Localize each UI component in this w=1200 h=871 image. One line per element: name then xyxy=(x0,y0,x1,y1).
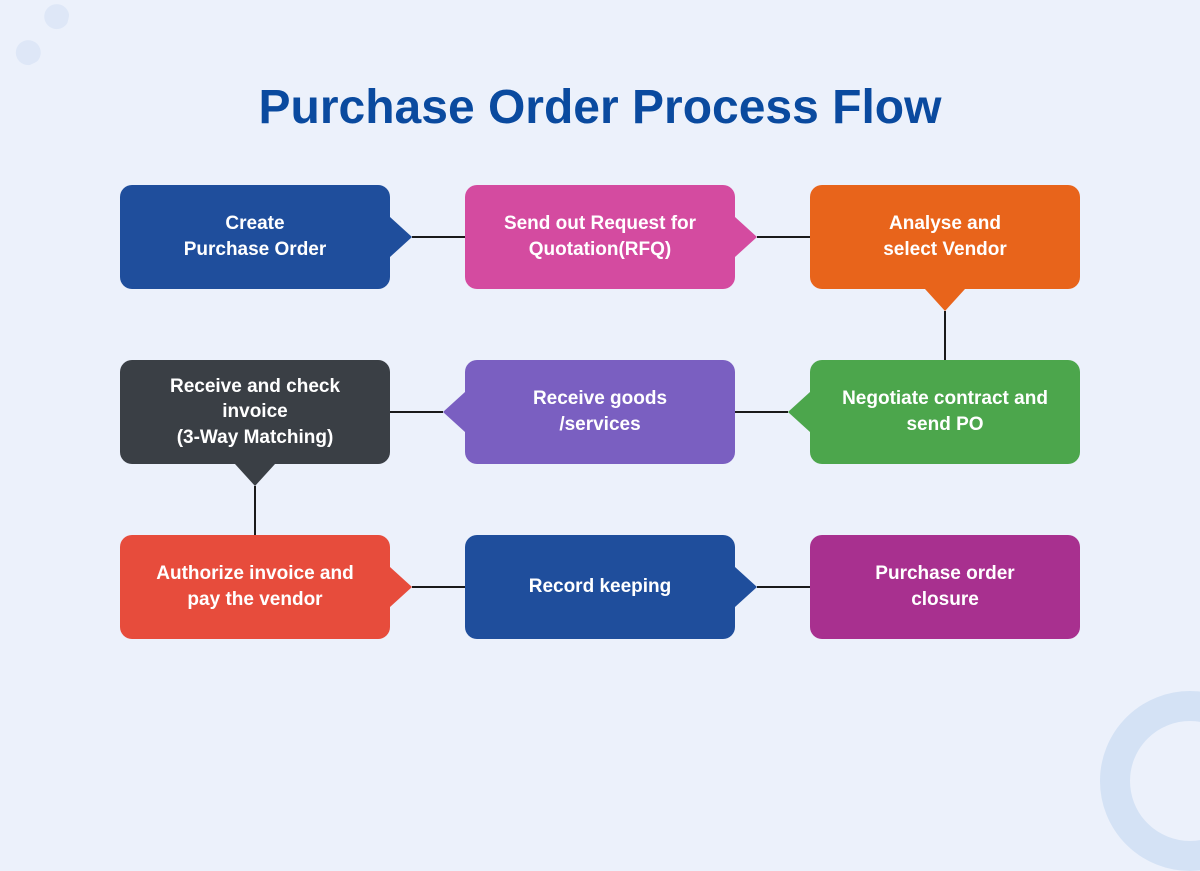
flow-node-label: Negotiate contract and send PO xyxy=(828,386,1062,437)
flow-node-n8: Record keeping xyxy=(465,535,735,639)
flow-node-n5: Receive goods/services xyxy=(465,360,735,464)
page-title: Purchase Order Process Flow xyxy=(0,0,1200,185)
connector-line xyxy=(757,236,810,238)
flow-node-n6: Receive and check invoice(3-Way Matching… xyxy=(120,360,390,464)
arrow-left-icon xyxy=(443,392,465,432)
connector-line xyxy=(944,311,946,360)
arrow-right-icon xyxy=(390,217,412,257)
connector-line xyxy=(254,486,256,535)
connector-line xyxy=(757,586,810,588)
connector-line xyxy=(412,236,465,238)
connector-line xyxy=(735,411,788,413)
connector-line xyxy=(412,586,465,588)
flow-node-label: Receive and check invoice(3-Way Matching… xyxy=(138,374,372,451)
flow-node-label: Authorize invoice and pay the vendor xyxy=(138,561,372,612)
flow-node-n7: Authorize invoice and pay the vendor xyxy=(120,535,390,639)
flow-node-label: Analyse andselect Vendor xyxy=(883,211,1007,262)
arrow-down-icon xyxy=(925,289,965,311)
arrow-right-icon xyxy=(735,217,757,257)
flow-node-label: Record keeping xyxy=(529,574,672,600)
arrow-down-icon xyxy=(235,464,275,486)
flow-node-n9: Purchase orderclosure xyxy=(810,535,1080,639)
arrow-right-icon xyxy=(390,567,412,607)
flow-node-n4: Negotiate contract and send PO xyxy=(810,360,1080,464)
flow-node-n3: Analyse andselect Vendor xyxy=(810,185,1080,289)
flow-node-label: CreatePurchase Order xyxy=(184,211,327,262)
flow-node-label: Send out Request for Quotation(RFQ) xyxy=(483,211,717,262)
flowchart-container: CreatePurchase Order Send out Request for… xyxy=(70,185,1130,725)
arrow-right-icon xyxy=(735,567,757,607)
arrow-left-icon xyxy=(788,392,810,432)
connector-line xyxy=(390,411,443,413)
flow-node-label: Receive goods/services xyxy=(533,386,667,437)
flow-node-label: Purchase orderclosure xyxy=(875,561,1014,612)
flow-node-n2: Send out Request for Quotation(RFQ) xyxy=(465,185,735,289)
flow-node-n1: CreatePurchase Order xyxy=(120,185,390,289)
